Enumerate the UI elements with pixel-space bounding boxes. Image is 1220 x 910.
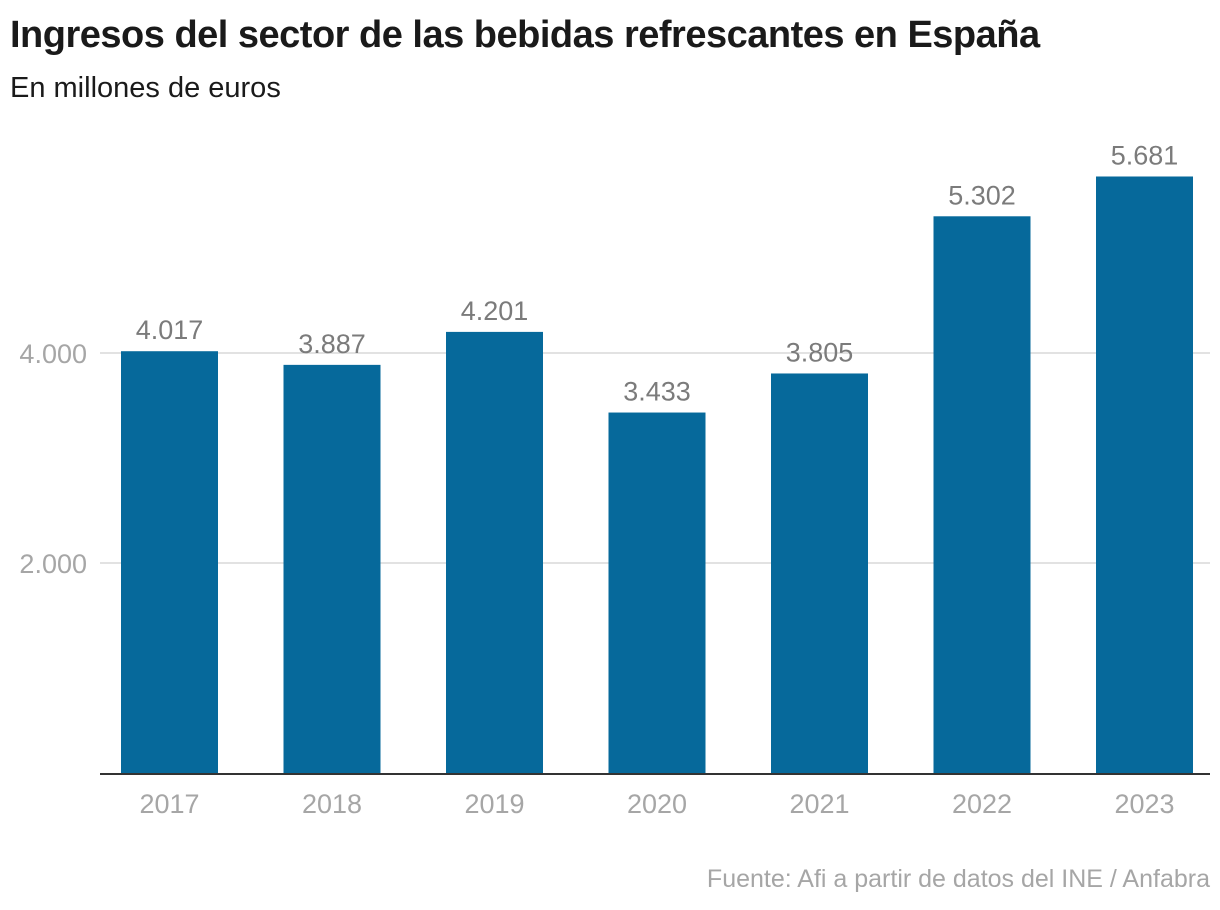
y-tick-label: 2.000 xyxy=(19,549,87,579)
chart-subtitle: En millones de euros xyxy=(10,72,281,104)
bar-2017 xyxy=(121,351,218,773)
x-tick-label: 2022 xyxy=(952,789,1012,819)
data-labels: 4.017 3.887 4.201 3.433 3.805 5.302 5.681 xyxy=(136,140,1179,406)
bars xyxy=(121,176,1193,774)
data-label-2017: 4.017 xyxy=(136,315,204,345)
data-label-2020: 3.433 xyxy=(623,377,691,407)
x-tick-label: 2017 xyxy=(139,789,199,819)
data-label-2019: 4.201 xyxy=(461,296,529,326)
x-tick-label: 2020 xyxy=(627,789,687,819)
bar-2020 xyxy=(608,412,706,773)
data-label-2021: 3.805 xyxy=(786,337,854,367)
bar-2021 xyxy=(771,373,868,773)
y-tick-label: 4.000 xyxy=(19,339,87,369)
data-label-2023: 5.681 xyxy=(1111,140,1179,170)
chart-title: Ingresos del sector de las bebidas refre… xyxy=(10,14,1040,56)
bar-2018 xyxy=(283,364,381,773)
x-tick-label: 2021 xyxy=(789,789,849,819)
bar-2023 xyxy=(1096,176,1193,773)
bar-2022 xyxy=(933,216,1031,774)
x-tick-label: 2023 xyxy=(1114,789,1174,819)
y-axis-ticks: 2.000 4.000 xyxy=(19,339,87,579)
source-note: Fuente: Afi a partir de datos del INE / … xyxy=(706,865,1210,893)
x-tick-label: 2019 xyxy=(464,789,524,819)
data-label-2018: 3.887 xyxy=(298,329,366,359)
bar-2019 xyxy=(446,331,543,773)
data-label-2022: 5.302 xyxy=(948,180,1016,210)
x-axis-ticks: 2017 2018 2019 2020 2021 2022 2023 xyxy=(139,789,1174,819)
x-tick-label: 2018 xyxy=(302,789,362,819)
